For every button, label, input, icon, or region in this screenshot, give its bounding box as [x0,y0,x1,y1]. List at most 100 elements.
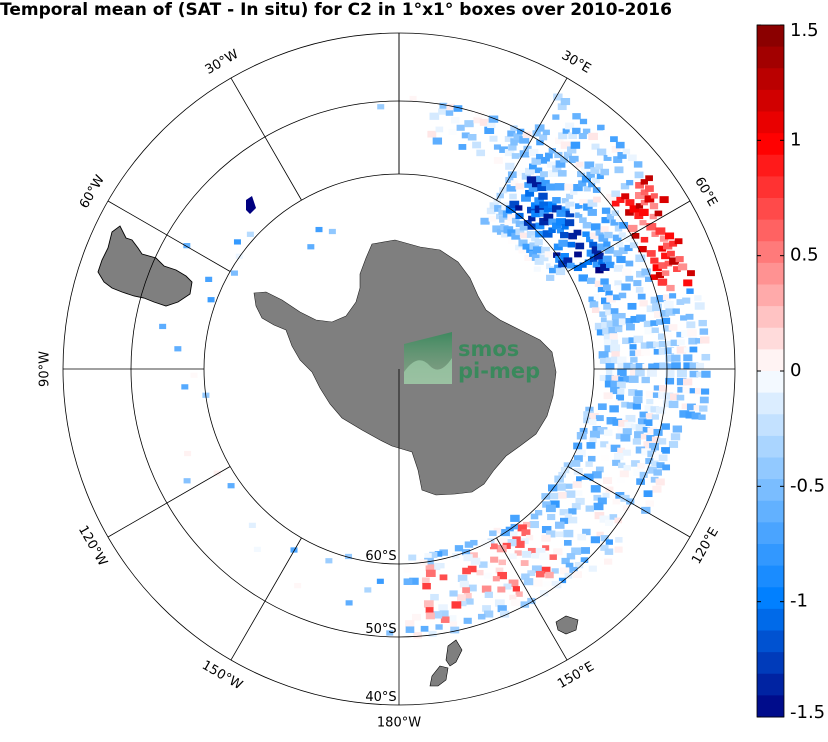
data-cell [625,275,634,282]
data-cell [590,167,600,175]
data-cell [658,340,667,348]
data-cell [573,184,583,192]
data-cell [587,199,598,207]
data-cell [544,152,553,159]
data-cell [645,390,656,398]
data-cell [499,537,508,544]
data-cell [637,418,647,425]
data-cell [425,612,435,620]
data-cell [617,426,626,434]
data-cell [636,270,645,278]
data-cell [568,508,577,515]
data-cell [213,470,221,476]
data-cell [650,193,658,199]
data-cell [581,175,592,183]
data-cell [499,187,508,194]
data-cell [565,490,576,498]
data-cell [528,215,536,222]
data-cell [386,630,394,636]
data-cell [651,327,659,333]
data-cell [577,533,587,541]
data-cell [628,389,638,396]
data-cell [519,150,530,158]
data-cell [611,313,621,321]
data-cell [647,466,657,474]
data-cell [493,527,502,534]
data-cell [575,497,585,505]
data-cell [509,594,517,601]
smos-pi-mep-logo: smos pi-mep [404,332,540,384]
data-cell [546,274,555,281]
data-cell [633,468,644,476]
data-cell [618,419,629,428]
data-cell [541,246,550,254]
data-cell [544,251,553,258]
data-cell [547,161,556,168]
data-cell [654,210,663,217]
data-cell [586,277,596,284]
data-cell [651,414,659,420]
data-cell [534,124,545,132]
data-cell [675,256,684,263]
colorbar-segment [757,219,784,242]
data-cell [563,462,573,469]
data-cell [644,327,655,335]
data-cell [560,141,571,149]
data-cell [555,268,566,276]
data-cell [497,605,507,613]
data-cell [653,311,664,319]
data-cell [550,259,560,267]
data-cell [539,171,548,178]
data-cell [435,126,444,133]
data-cell [534,197,544,205]
data-cell [665,340,673,347]
data-cell [618,232,626,238]
data-cell [516,169,525,176]
data-cell [543,205,553,213]
data-cell [586,442,596,449]
data-cell [561,224,569,230]
data-cell [649,203,659,210]
data-cell [428,630,437,637]
data-cell [539,254,549,262]
data-cell [574,561,584,569]
data-cell [536,175,545,183]
data-cell [636,478,645,485]
data-cell [655,227,666,235]
data-cell [509,553,517,560]
data-cell [650,406,659,413]
data-cell [506,184,517,192]
data-cell [635,254,646,263]
data-cell [430,593,439,601]
data-cell [661,252,670,260]
data-cell [496,228,505,235]
data-cell [666,284,675,292]
data-cell [590,536,600,544]
data-cell [536,153,544,160]
data-cells [159,93,711,639]
logo-text-pi-mep: pi-mep [458,359,540,383]
data-cell [484,126,495,135]
data-cell [593,502,604,511]
data-cell [618,462,626,469]
data-cell [552,114,560,120]
data-cell [685,313,694,320]
data-cell [651,436,661,443]
data-cell [616,196,625,203]
data-cell [541,566,551,574]
data-cell [515,205,523,211]
data-cell [571,460,581,467]
data-cell [601,207,611,214]
data-cell [539,134,548,141]
meridian-line [230,77,302,201]
data-cell [548,227,556,234]
data-cell [615,400,624,407]
data-cell [511,217,520,224]
data-cell [549,554,557,560]
data-cell [589,241,598,248]
data-cell [558,260,568,268]
data-cell [439,549,448,556]
data-cell [683,362,693,370]
data-cell [583,186,591,192]
data-cell [434,551,443,557]
